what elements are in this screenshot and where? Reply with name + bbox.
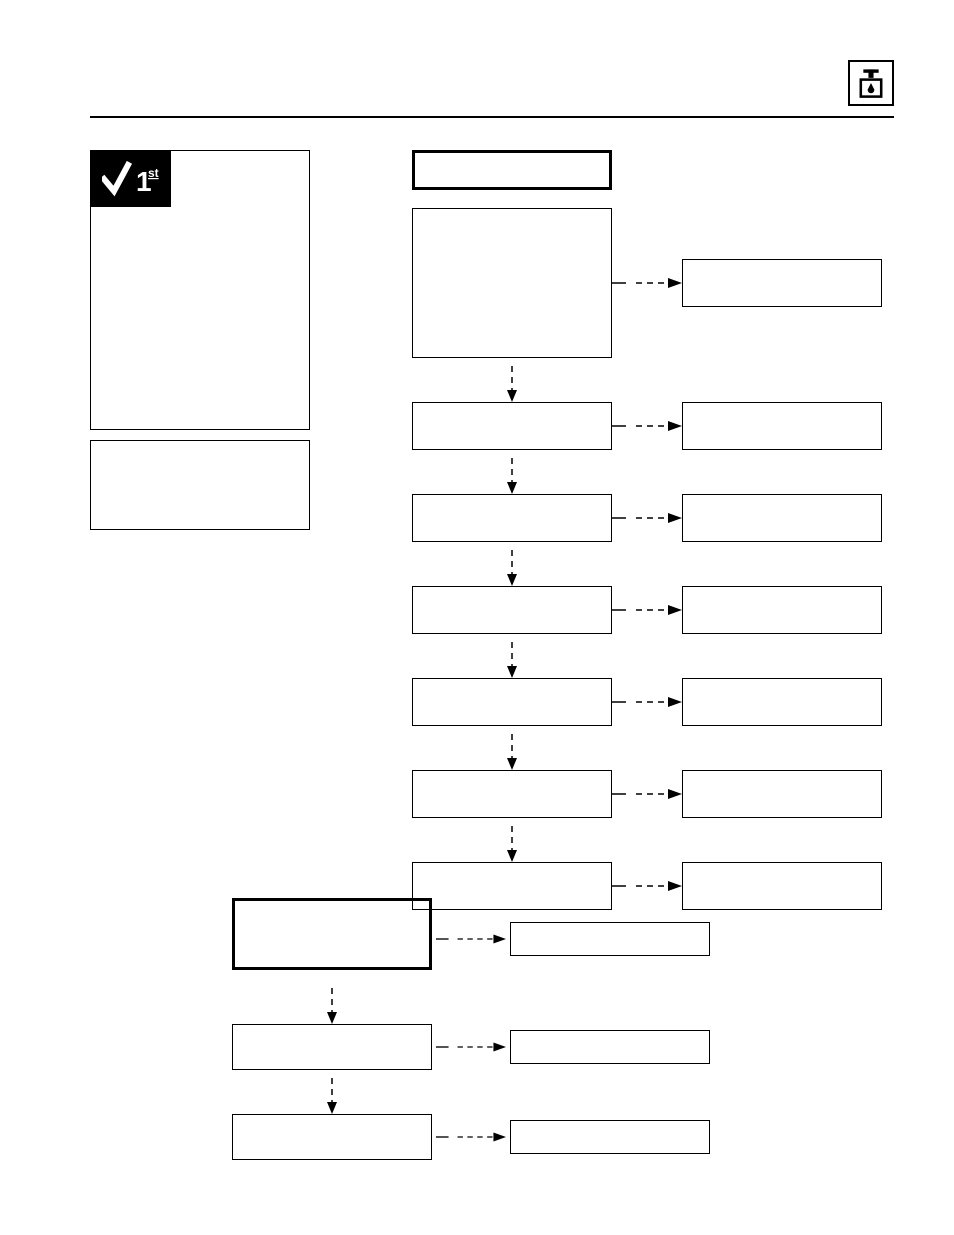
flow-v-arrow-1 — [412, 366, 612, 402]
flow-h-arrow-1 — [612, 277, 682, 289]
arrow-down-icon — [506, 550, 518, 586]
flow-h-arrow-5 — [612, 696, 682, 708]
flow2-h-arrow-1 — [432, 1041, 510, 1053]
arrow-down-icon — [506, 366, 518, 402]
flow2-action-1 — [510, 1030, 710, 1064]
flow-action-3 — [682, 494, 882, 542]
oil-funnel-glyph — [854, 66, 888, 100]
flow-row-start — [412, 150, 892, 200]
flow2-v-arrow-0 — [232, 988, 432, 1024]
arrow-right-icon — [612, 696, 682, 708]
arrow-down-icon — [506, 458, 518, 494]
header-rule — [90, 116, 894, 118]
flow2-action-0 — [510, 922, 710, 956]
check-first-badge: 1 st — [91, 151, 171, 207]
flow2-step-2 — [232, 1114, 432, 1160]
flowchart-main — [412, 150, 892, 918]
check-first-badge-glyph: 1 st — [102, 161, 160, 197]
flow-v-arrow-4 — [412, 642, 612, 678]
flow-step-4 — [412, 586, 612, 634]
arrow-right-icon — [612, 420, 682, 432]
flow-action-1 — [682, 259, 882, 307]
arrow-down-icon — [326, 988, 338, 1024]
arrow-down-icon — [506, 734, 518, 770]
check-first-box: 1 st — [90, 150, 310, 430]
arrow-right-icon — [612, 880, 682, 892]
arrow-right-icon — [612, 604, 682, 616]
arrow-right-icon — [436, 1041, 506, 1053]
flow2-h-arrow-2 — [432, 1131, 510, 1143]
flow-v-arrow-5 — [412, 734, 612, 770]
flow-row-1 — [412, 208, 892, 358]
page: 1 st — [0, 0, 954, 1235]
arrow-down-icon — [506, 642, 518, 678]
arrow-down-icon — [506, 826, 518, 862]
flowchart-secondary — [232, 898, 732, 1168]
flow-action-6 — [682, 770, 882, 818]
flow-h-arrow-7 — [612, 880, 682, 892]
flow-h-arrow-2 — [612, 420, 682, 432]
flow-step-3 — [412, 494, 612, 542]
flow2-action-2 — [510, 1120, 710, 1154]
flow-action-5 — [682, 678, 882, 726]
badge-sup-text: st — [148, 166, 159, 180]
arrow-right-icon — [612, 512, 682, 524]
arrow-right-icon — [612, 277, 682, 289]
flow-row-4 — [412, 586, 892, 634]
flow-step-5 — [412, 678, 612, 726]
flow-row-2 — [412, 402, 892, 450]
flow-step-1 — [412, 208, 612, 358]
arrow-right-icon — [612, 788, 682, 800]
flow2-row-2 — [232, 1114, 732, 1160]
flow2-row-start — [232, 898, 732, 980]
arrow-right-icon — [436, 933, 506, 945]
flow-h-arrow-4 — [612, 604, 682, 616]
arrow-down-icon — [326, 1078, 338, 1114]
flow2-step-1 — [232, 1024, 432, 1070]
flow-step-2 — [412, 402, 612, 450]
flow-row-5 — [412, 678, 892, 726]
flow-row-3 — [412, 494, 892, 542]
flow-action-2 — [682, 402, 882, 450]
flow-action-4 — [682, 586, 882, 634]
flow-v-arrow-3 — [412, 550, 612, 586]
flow2-h-arrow-0 — [432, 933, 510, 945]
arrow-right-icon — [436, 1131, 506, 1143]
flow-v-arrow-2 — [412, 458, 612, 494]
flow-start-box — [412, 150, 612, 190]
flow2-row-1 — [232, 1024, 732, 1070]
note-box — [90, 440, 310, 530]
flow-row-6 — [412, 770, 892, 818]
oil-funnel-icon — [848, 60, 894, 106]
flow2-start-box — [232, 898, 432, 970]
flow-v-arrow-6 — [412, 826, 612, 862]
flow-h-arrow-6 — [612, 788, 682, 800]
flow2-v-arrow-1 — [232, 1078, 432, 1114]
flow-h-arrow-3 — [612, 512, 682, 524]
flow-step-6 — [412, 770, 612, 818]
